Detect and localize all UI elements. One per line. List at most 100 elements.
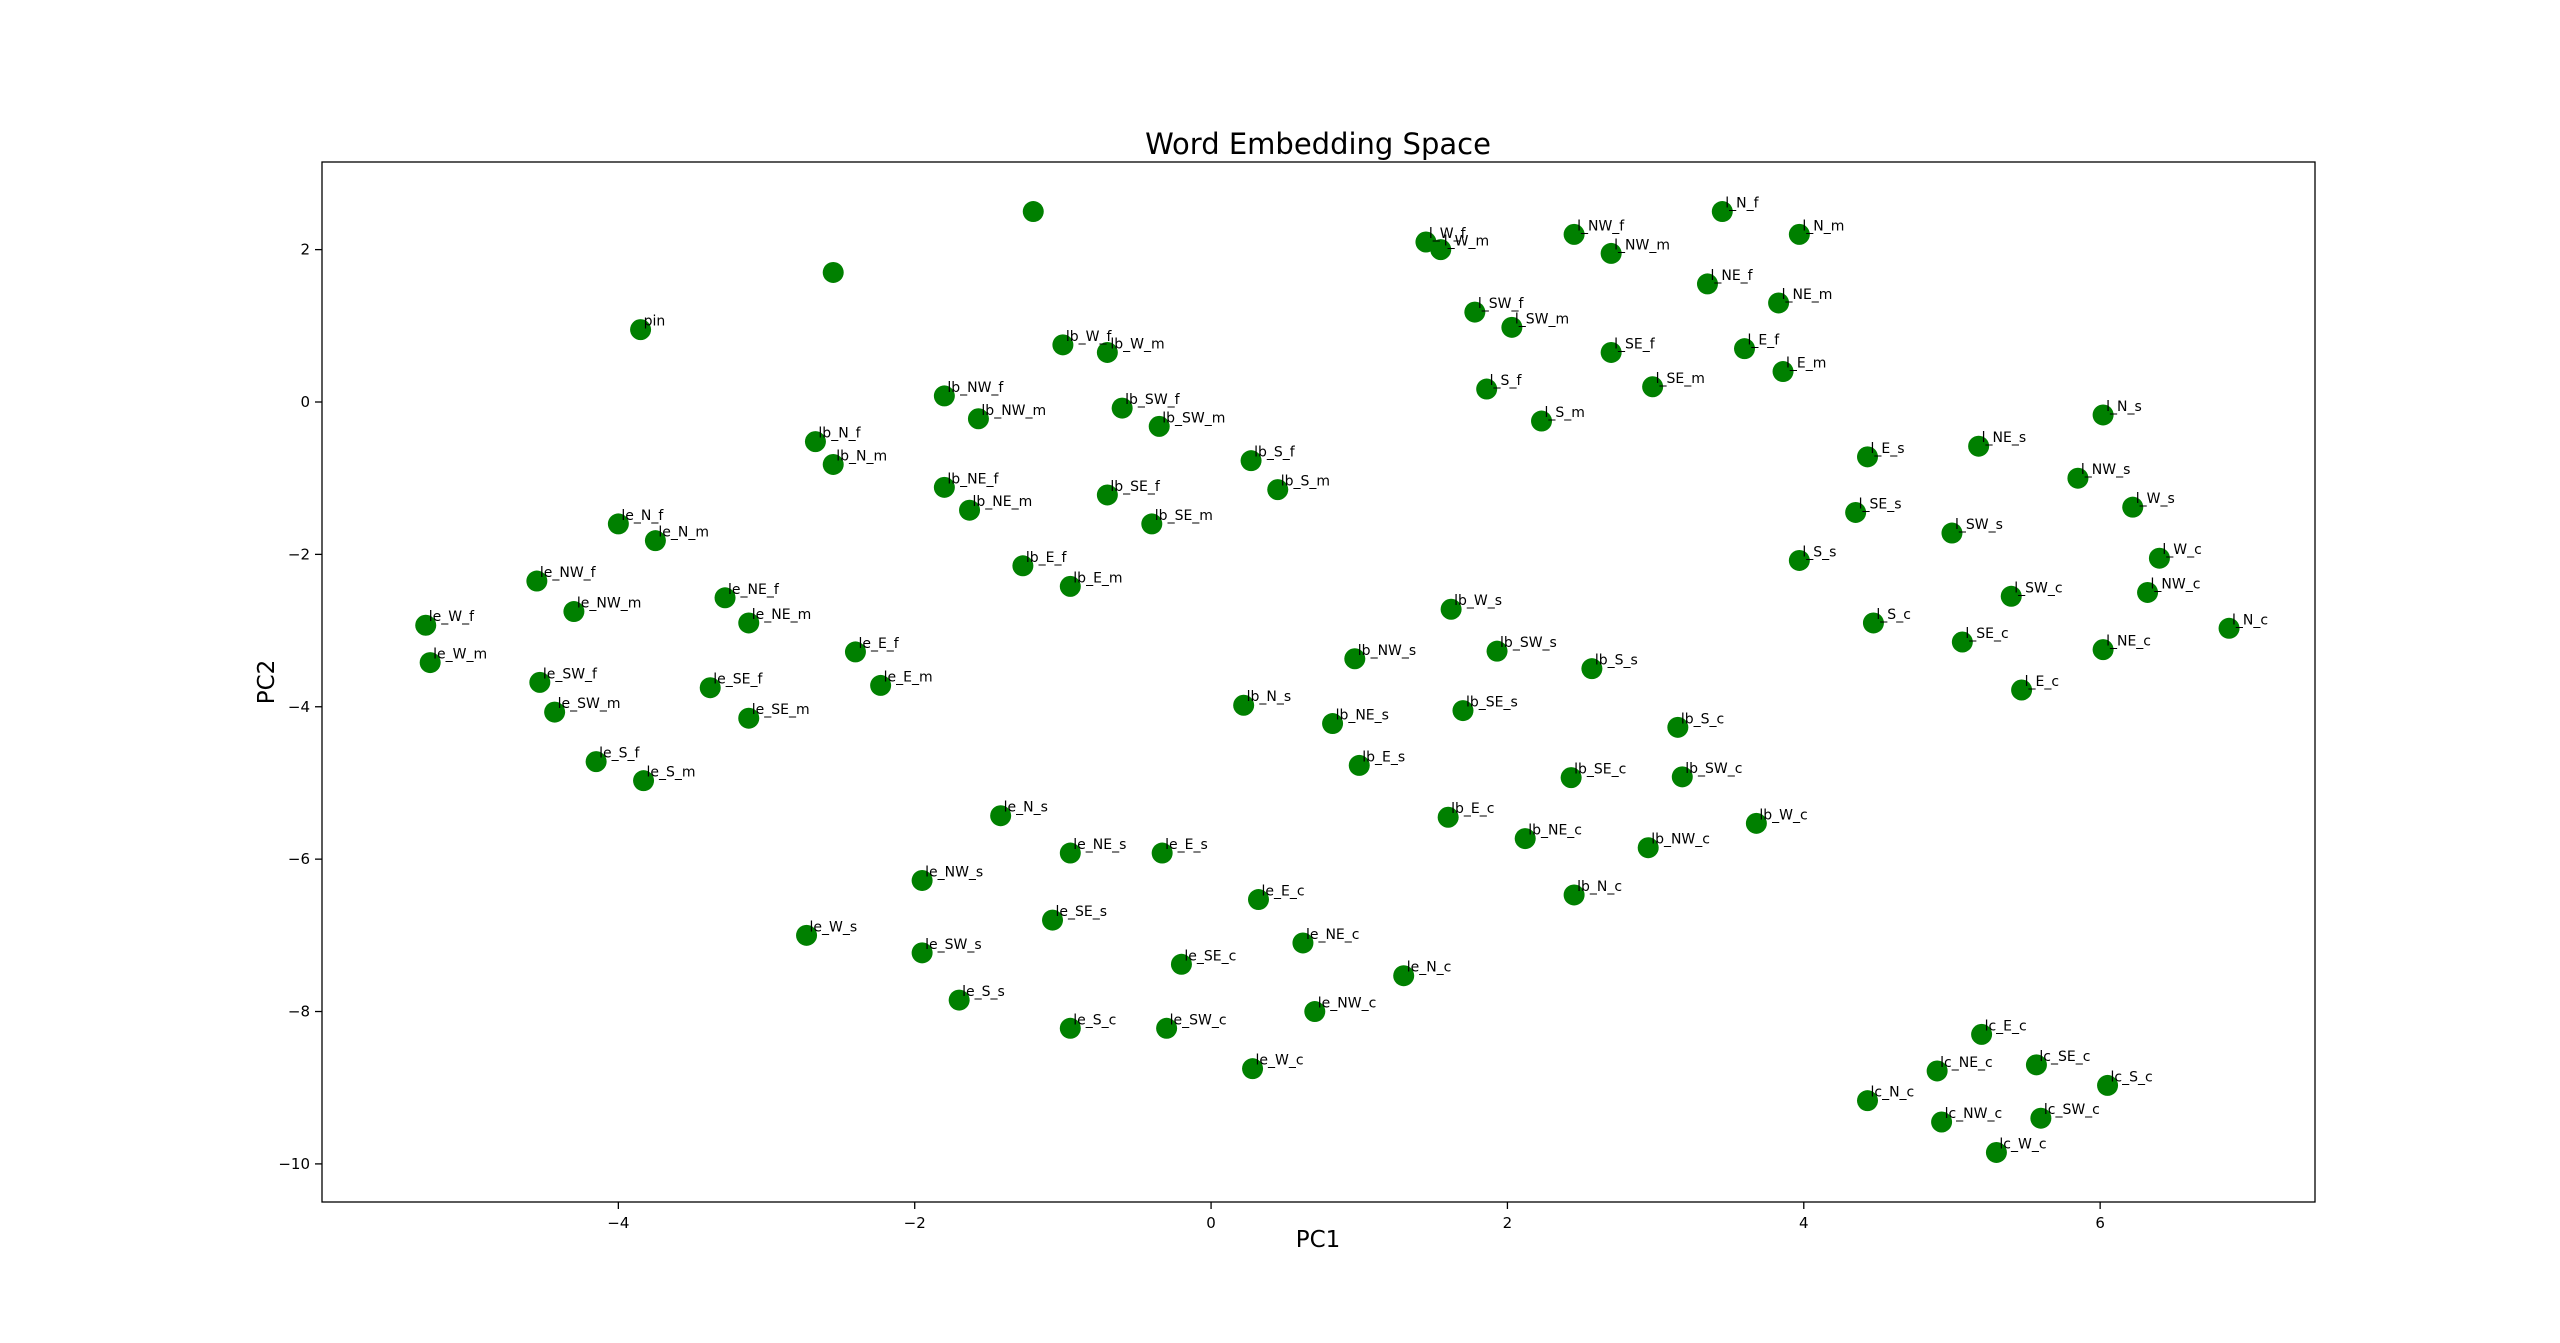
data-point [1012,555,1034,577]
data-point [990,805,1012,827]
data-point [529,671,551,693]
point-label: le_SE_s [1056,904,1108,920]
point-label: le_NW_f [540,565,597,581]
data-point [1348,754,1370,776]
data-point [1501,316,1523,338]
data-point [911,869,933,891]
data-point [2030,1107,2052,1129]
data-point [1696,273,1718,295]
point-label: le_S_c [1073,1012,1116,1028]
data-point [1971,1023,1993,1045]
point-label: l_N_c [2232,612,2268,628]
point-label: lb_NW_f [947,380,1004,396]
data-point [1052,334,1074,356]
data-point [1951,631,1973,653]
y-tick-label: −6 [288,850,310,868]
point-label: l_SE_f [1614,336,1656,352]
x-tick-label: −4 [607,1214,629,1232]
point-label: lb_E_c [1451,801,1494,817]
data-point [1111,397,1133,419]
data-point [1393,965,1415,987]
data-point [2122,496,2144,518]
data-point [1667,716,1689,738]
point-label: lb_SW_c [1685,761,1742,777]
data-point [1344,648,1366,670]
data-point [738,612,760,634]
data-point [526,570,548,592]
point-label: le_NE_c [1306,927,1360,943]
point-label: lb_SW_m [1162,410,1225,426]
point-label: lb_SE_m [1155,508,1213,524]
point-label: le_NE_m [752,607,811,623]
point-label: le_SE_f [713,672,763,688]
data-point [1600,341,1622,363]
data-point [1151,842,1173,864]
data-point [699,677,721,699]
point-label: l_NW_f [1577,218,1625,234]
point-label: l_SE_m [1656,371,1705,387]
data-point [1170,953,1192,975]
point-label: le_SW_f [543,666,598,682]
point-label: lc_SW_c [2044,1102,2100,1118]
point-label: lb_S_m [1281,474,1330,490]
point-label: l_W_f [1429,226,1467,242]
data-point [1857,446,1879,468]
point-label: l_NW_m [1614,237,1670,253]
point-label: lc_S_c [2111,1069,2153,1085]
data-point [1560,767,1582,789]
data-point [2148,547,2170,569]
data-point [1531,410,1553,432]
x-tick-label: −2 [904,1214,926,1232]
point-label: le_W_c [1256,1053,1304,1069]
point-label: lc_E_c [1985,1018,2027,1034]
data-point [1292,932,1314,954]
data-point [959,499,981,521]
point-label: l_E_m [1786,356,1826,372]
point-label: lb_N_m [836,448,887,464]
y-tick-label: −2 [288,545,310,563]
data-point [1926,1060,1948,1082]
data-point [804,431,826,453]
point-label: le_W_m [433,647,487,663]
point-label: lc_NE_c [1940,1055,1993,1071]
point-label: lb_W_c [1759,807,1807,823]
data-point [2218,617,2240,639]
point-label: lb_N_s [1247,689,1292,705]
point-label: l_N_m [1802,218,1844,234]
data-point [796,924,818,946]
data-point [1968,435,1990,457]
data-point [1242,1058,1264,1080]
data-point [1642,376,1664,398]
point-label: l_E_f [1748,333,1781,349]
point-label: lb_S_s [1595,653,1638,669]
point-label: lb_SE_f [1110,479,1161,495]
point-label: l_S_f [1490,373,1523,389]
point-label: le_NW_s [925,864,983,880]
data-point [2067,467,2089,489]
data-point [630,319,652,341]
data-point [419,652,441,674]
data-point [2137,581,2159,603]
data-point [1931,1111,1953,1133]
data-point [2025,1054,2047,1076]
point-label: l_SW_m [1515,311,1569,327]
y-tick-label: −4 [288,698,310,716]
point-label: l_W_c [2162,542,2201,558]
data-point [1141,513,1163,535]
point-label: l_NE_s [1982,430,2027,446]
point-label: le_NE_f [728,582,780,598]
data-point [1486,640,1508,662]
point-label: l_NW_s [2081,462,2131,478]
data-point [1600,242,1622,264]
point-label: lb_E_f [1026,550,1068,566]
data-point [948,989,970,1011]
point-label: l_SW_s [1955,517,2003,533]
data-point [822,261,844,283]
x-axis-label: PC1 [1296,1227,1341,1253]
point-label: lb_NW_c [1651,832,1710,848]
data-point [1862,612,1884,634]
data-point [1322,713,1344,735]
point-label: le_E_f [858,636,899,652]
data-point [1476,378,1498,400]
point-label: lb_NE_c [1528,823,1582,839]
